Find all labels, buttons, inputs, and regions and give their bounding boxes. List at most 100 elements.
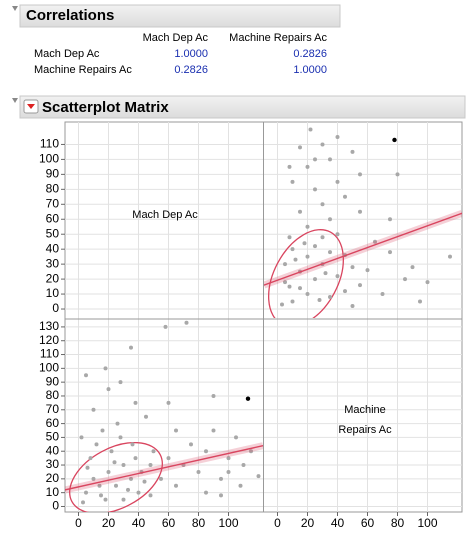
scatter-point (395, 172, 400, 177)
scatter-point (425, 280, 430, 285)
scatter-point (159, 476, 163, 481)
x-tick-label: 60 (162, 516, 176, 530)
y-tick-label: 20 (46, 471, 60, 485)
scatter-point (287, 284, 292, 289)
header-bar (19, 4, 341, 28)
scatter-point (196, 469, 201, 474)
scatter-point (99, 493, 103, 498)
scatter-point (204, 490, 208, 495)
scatter-point (106, 387, 111, 392)
y-tick-label: 20 (46, 271, 60, 285)
scatter-point (130, 442, 135, 447)
y-tick-label: 70 (46, 402, 60, 416)
diagonal-label: Mach Dep Ac (132, 209, 198, 221)
scatter-point (85, 465, 90, 470)
scatter-point (133, 400, 138, 405)
scatter-cell (65, 320, 263, 505)
scatter-point (142, 479, 147, 484)
scatter-point (184, 320, 189, 325)
scatter-point (328, 295, 332, 300)
scatter-point (219, 493, 223, 498)
scatter-point (290, 179, 295, 184)
x-tick-label: 80 (192, 516, 206, 530)
scatter-point (88, 456, 93, 461)
scatter-point (144, 414, 148, 419)
x-tick-label: 20 (301, 516, 315, 530)
diagonal-label-box: Machine Repairs Ac (338, 404, 392, 436)
scatter-point (298, 286, 302, 291)
scatter-point (118, 435, 123, 440)
scatter-point (129, 345, 133, 350)
highlighted-point (392, 137, 397, 143)
disclosure-icon[interactable] (12, 6, 18, 11)
scatter-point (358, 283, 362, 288)
scatter-point (136, 490, 141, 495)
scatter-point (305, 224, 310, 229)
row-label: Mach Dep Ac (34, 48, 100, 60)
cell: 0.2826 (174, 64, 208, 76)
scatter-point (226, 456, 231, 461)
scatter-point (97, 483, 102, 488)
scatter-point (115, 421, 120, 426)
x-tick-label: 100 (218, 516, 238, 530)
scatter-point (418, 299, 422, 304)
scatter-point (109, 449, 114, 454)
x-tick-label: 100 (417, 516, 437, 530)
scatter-point (238, 483, 243, 488)
scatter-point (328, 250, 332, 255)
scatter-point (328, 217, 332, 222)
highlighted-point (245, 396, 251, 401)
scatter-point (129, 476, 133, 481)
scatter-point (290, 299, 295, 304)
scatter-point (287, 164, 292, 169)
scatter-point (358, 172, 362, 177)
scatter-point (241, 463, 246, 468)
y-tick-label: 110 (40, 347, 59, 361)
scatter-point (118, 380, 123, 385)
scatter-point (94, 442, 99, 447)
scatter-point (79, 435, 84, 440)
y-tick-label: 70 (46, 196, 60, 210)
disclosure-icon[interactable] (12, 98, 18, 103)
scatter-point (410, 265, 415, 270)
scatter-point (174, 483, 178, 488)
scatter-point (350, 304, 355, 309)
scatter-point (335, 232, 340, 237)
scatter-point (380, 292, 385, 297)
scatter-point (298, 145, 302, 150)
y-tick-label: 60 (46, 416, 60, 430)
scatter-cell (264, 127, 462, 309)
y-tick-label: 90 (46, 374, 60, 388)
scatter-point (335, 179, 340, 184)
scatter-point (103, 366, 108, 371)
diagonal-label: Machine Repairs Ac (338, 404, 392, 436)
scatter-point (320, 235, 325, 240)
scatter-point (121, 463, 126, 468)
scatter-point (403, 277, 407, 282)
density-ellipse (69, 441, 163, 512)
scatter-point (335, 134, 340, 139)
scatter-point (249, 449, 253, 454)
scatter-point (126, 487, 130, 492)
y-tick-label: 50 (46, 430, 60, 444)
cell: 1.0000 (174, 48, 208, 60)
scatter-point (148, 493, 153, 498)
scatter-point (305, 164, 310, 169)
scatter-point (313, 277, 317, 282)
scatter-point (256, 474, 261, 479)
scatter-point (388, 217, 392, 222)
scatter-point (293, 257, 298, 262)
scatter-point (121, 497, 126, 502)
x-tick-label: 80 (391, 516, 405, 530)
scatter-point (343, 194, 347, 199)
scatter-point (448, 254, 452, 259)
scatter-point (283, 262, 287, 267)
scatter-point (189, 442, 193, 447)
scatter-point (350, 265, 355, 270)
x-tick-label: 0 (274, 516, 281, 530)
scatter-point (287, 235, 292, 240)
scatter-point (308, 127, 313, 132)
scatter-point (81, 500, 85, 505)
